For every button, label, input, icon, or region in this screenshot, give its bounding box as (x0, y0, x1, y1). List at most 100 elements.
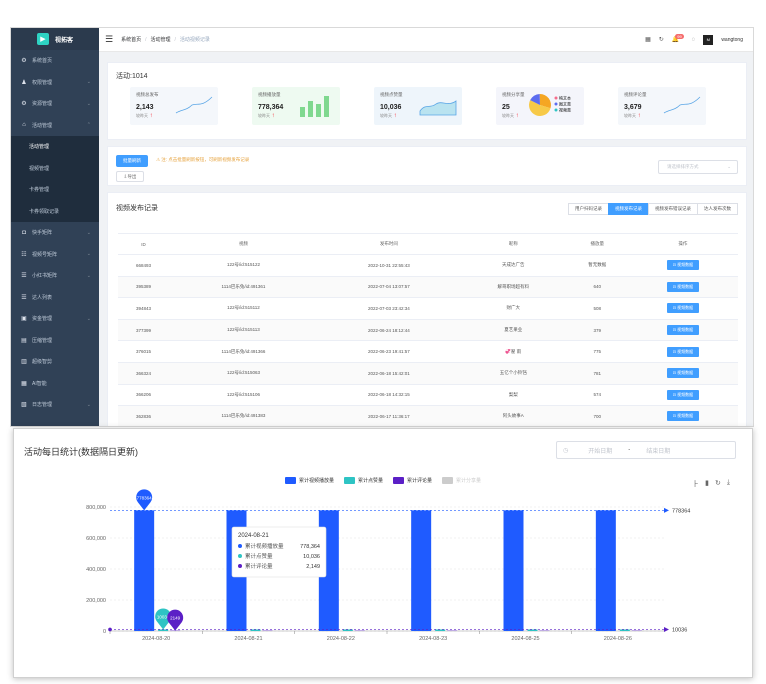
download-icon[interactable]: ⤓ (726, 479, 730, 486)
record-tab[interactable]: 视频发布记录 (608, 203, 649, 215)
video-data-button[interactable]: ⊡ 视频数据 (666, 281, 700, 292)
navbar: ☰ 系统首页 / 活动管理 / 活动视频记录 ▦ ↻ 🔔99 ◌ M wangt… (99, 28, 753, 52)
bar-chart-icon[interactable]: ▮ (705, 480, 710, 487)
breadcrumb-current: 活动视频记录 (179, 37, 210, 43)
table-cell: 1114巴乐兔/id:491383 (169, 405, 318, 426)
sidebar-item[interactable]: ☷ 视频号矩阵 ⌄ (11, 244, 99, 266)
sort-select[interactable]: 请选择排序方式 ⌄ (658, 160, 738, 174)
table-row: 366324 122号/id:515063 2022-06-18 15:42:01 五… (118, 362, 738, 385)
sidebar-item[interactable]: ⚙ 资源管理 ⌄ (11, 93, 99, 115)
breadcrumb-activity[interactable]: 活动管理 (150, 37, 171, 43)
stat-sparkline (300, 96, 329, 117)
avatar[interactable]: M (703, 34, 714, 45)
bar-likes[interactable] (619, 629, 630, 631)
sidebar-item[interactable]: ⚙ 系统首页 (11, 50, 99, 72)
stat-value: 2,143 (136, 104, 154, 111)
legend-label: 图文类 (559, 101, 571, 107)
batch-refresh-button[interactable]: 批量刷新 (116, 155, 148, 167)
restore-icon[interactable]: ↻ (715, 480, 721, 487)
sidebar-subitem[interactable]: 视频管理 (11, 157, 99, 179)
pie-slice (539, 94, 551, 109)
warning-icon: ⚠ (156, 157, 162, 162)
export-button[interactable]: ⇩ 导出 (116, 171, 144, 182)
max-pin[interactable] (136, 489, 153, 511)
legend-swatch (343, 477, 355, 484)
legend-item[interactable]: 累计分享量 (442, 477, 481, 484)
sidebar-item[interactable]: ☰ 达人列表 (11, 287, 99, 309)
video-data-button[interactable]: ⊡ 视频数据 (666, 325, 700, 336)
sidebar-item[interactable]: ▧ 日志管理 ⌄ (11, 394, 99, 416)
hamburger-icon[interactable]: ☰ (105, 34, 114, 44)
y-tick-label: 800,000 (86, 505, 106, 511)
video-data-button[interactable]: ⊡ 视频数据 (666, 346, 700, 357)
sidebar-item-label: 系统首页 (32, 58, 53, 65)
username[interactable]: wangtong (721, 36, 743, 43)
table-cell: 夏艺果业 (459, 319, 567, 342)
legend-item[interactable]: 累计视频播放量 (284, 477, 334, 484)
sidebar-item[interactable]: ⌂ 活动管理 ⌃ (11, 115, 99, 137)
sidebar-item-label: 达人列表 (32, 294, 53, 301)
video-data-button[interactable]: ⊡ 视频数据 (666, 368, 700, 379)
record-tab[interactable]: 达人发布次数 (697, 203, 738, 215)
sidebar-subitem[interactable]: 活动管理 (11, 136, 99, 158)
sidebar-item[interactable]: ♟ 权限管理 ⌄ (11, 72, 99, 94)
chevron-icon: ⌄ (86, 401, 91, 408)
legend-item[interactable]: 累计点赞量 (343, 477, 383, 484)
start-date-input[interactable]: 开始日期 (588, 448, 613, 455)
bell-icon[interactable]: 🔔99 (671, 34, 684, 43)
bar-likes[interactable] (342, 629, 353, 631)
qrcode-icon[interactable]: ▦ (645, 37, 651, 43)
video-data-label: 视频数据 (677, 370, 694, 376)
table-header: ID 视频 发布时间 昵称 播放量 操作 (118, 233, 738, 255)
bar-views[interactable] (503, 510, 524, 631)
refresh-icon[interactable]: ↻ (658, 37, 664, 43)
legend-label: 累计分享量 (456, 478, 482, 484)
sidebar-item[interactable]: ▥ 超级智剪 (11, 351, 99, 373)
sidebar: ▶ 视拓客 ⚙ 系统首页 ♟ 权限管理 ⌄ ⚙ 资源管理 ⌄ ⌂ 活动管理 ⌃ 活动管理 视频管理 卡券… (11, 28, 99, 426)
logo[interactable]: ▶ 视拓客 (11, 28, 99, 50)
tooltip-value: 2,149 (306, 564, 320, 570)
sidebar-item[interactable]: ☰ 小红书矩阵 ⌄ (11, 265, 99, 287)
column-header: 播放量 (566, 233, 628, 255)
sidebar-item[interactable]: ◘ 快手矩阵 ⌄ (11, 222, 99, 244)
bar-likes[interactable] (527, 629, 538, 631)
table-row: 395389 1114巴乐兔/id:491361 2022-07-04 13:07:… (118, 276, 738, 299)
stat-card: 视频评论量 3,679 较昨天 ↑ (618, 87, 706, 125)
line-chart-icon[interactable]: ⺊ (692, 481, 700, 488)
video-data-button[interactable]: ⊡ 视频数据 (666, 411, 700, 422)
video-data-button[interactable]: ⊡ 视频数据 (666, 303, 700, 314)
y-tick-label: 200,000 (86, 598, 106, 604)
sidebar-item[interactable]: ▤ 压缩管理 (11, 330, 99, 352)
table-cell-action: ⊡ 视频数据 (627, 254, 738, 277)
record-tab[interactable]: 视频发布错误记录 (648, 203, 698, 215)
bar-likes[interactable] (158, 629, 169, 631)
y-tick-label: 600,000 (86, 536, 106, 542)
legend-item[interactable]: 累计评论量 (393, 477, 432, 484)
end-date-input[interactable]: 结束日期 (646, 448, 671, 455)
sidebar-item[interactable]: ▣ 资金管理 ⌄ (11, 308, 99, 330)
sidebar-item[interactable]: ▦ AI智能 (11, 373, 99, 395)
record-tab[interactable]: 用户扫码记录 (568, 203, 609, 215)
table-cell: 508 (566, 297, 628, 320)
date-range-picker[interactable]: ◷ 开始日期 - 结束日期 (556, 441, 736, 459)
sidebar-subitem[interactable]: 卡券管理 (11, 179, 99, 201)
message-icon[interactable]: ◌ (691, 36, 696, 43)
breadcrumb-home[interactable]: 系统首页 (121, 37, 142, 43)
comments-pin[interactable] (167, 609, 184, 631)
bar-views[interactable] (595, 510, 616, 631)
stat-compare: 较昨天 ↑ (380, 113, 456, 119)
breadcrumb-separator: / (174, 36, 176, 43)
logo-text: 视拓客 (55, 37, 74, 44)
table-cell: 122号/id:515063 (169, 362, 318, 385)
bar-views[interactable] (411, 510, 432, 631)
table-cell: 天成达广告 (459, 254, 567, 277)
video-data-button[interactable]: ⊡ 视频数据 (666, 389, 700, 400)
bar-views[interactable] (134, 510, 155, 631)
bar-likes[interactable] (435, 629, 446, 631)
video-data-button[interactable]: ⊡ 视频数据 (666, 260, 700, 271)
sidebar-subitem[interactable]: 卡券领取记录 (11, 200, 99, 222)
bar-likes[interactable] (250, 629, 261, 631)
stat-compare-label: 较昨天 (502, 113, 514, 118)
likes-pin[interactable] (155, 608, 172, 630)
